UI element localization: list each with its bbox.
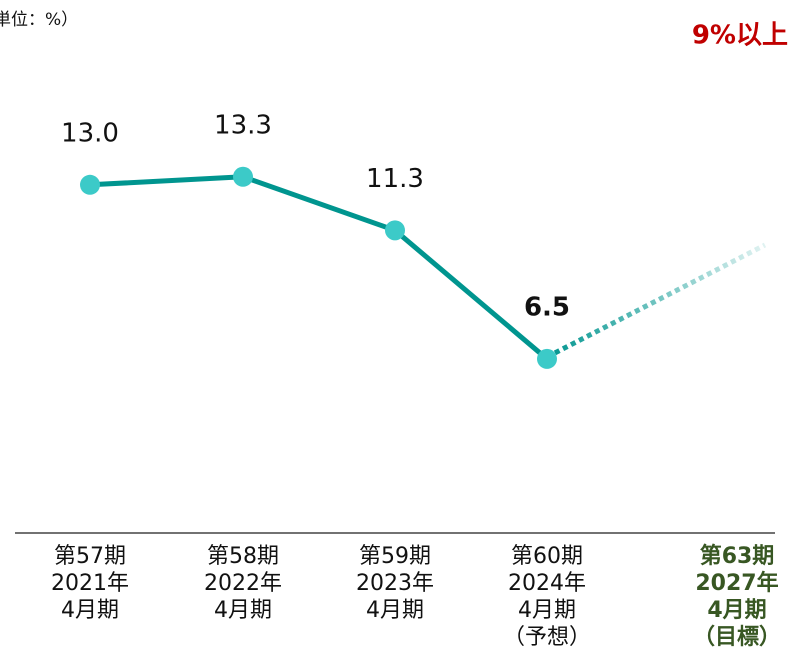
marker bbox=[537, 348, 557, 369]
x-tick-label: （目標） bbox=[693, 625, 781, 650]
x-tick-label: （予想） bbox=[503, 625, 591, 650]
target-label: 9%以上 bbox=[692, 21, 788, 51]
line bbox=[89, 174, 549, 361]
x-tick-label: 4月期 bbox=[214, 598, 272, 623]
x-tick-label: 第58期 bbox=[207, 544, 279, 569]
x-tick-label: 2027年 bbox=[695, 570, 778, 596]
x-tick-label: 4月期 bbox=[61, 598, 119, 623]
value-label: 11.3 bbox=[366, 164, 424, 194]
x-tick-label: 2022年 bbox=[204, 571, 282, 596]
x-tick-label: 4月期 bbox=[518, 598, 576, 623]
marker bbox=[385, 220, 405, 241]
x-tick-label: 4月期 bbox=[366, 598, 424, 623]
x-tick-label: 4月期 bbox=[707, 598, 766, 623]
marker bbox=[80, 174, 100, 195]
x-tick-label: 第57期 bbox=[54, 544, 126, 569]
value-label: 13.3 bbox=[214, 110, 272, 140]
marker bbox=[233, 166, 253, 187]
value-label: 6.5 bbox=[524, 292, 570, 322]
value-label: 13.0 bbox=[61, 118, 119, 148]
target-trend bbox=[545, 242, 767, 360]
x-tick-label: 2024年 bbox=[508, 571, 586, 596]
x-tick-label: 2021年 bbox=[51, 571, 129, 596]
x-tick-label: 2023年 bbox=[356, 571, 434, 596]
x-tick-label: 第63期 bbox=[700, 543, 775, 569]
x-tick-label: 第60期 bbox=[511, 544, 583, 569]
x-tick-label: 第59期 bbox=[359, 544, 431, 569]
unit-label: 単位：%） bbox=[0, 10, 78, 30]
